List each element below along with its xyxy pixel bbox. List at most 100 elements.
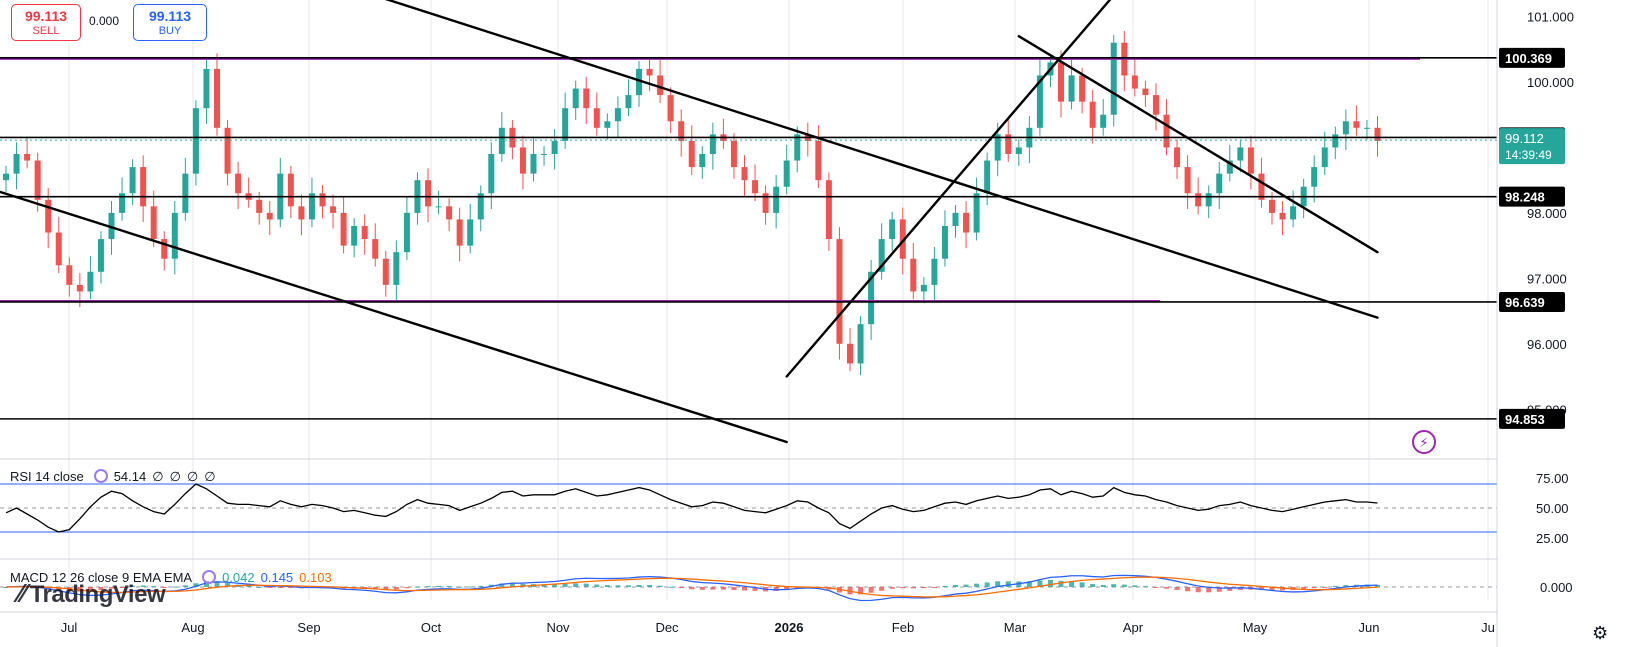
- macd-histogram-bar: [784, 587, 790, 590]
- candle-body: [583, 88, 590, 109]
- candle-body: [13, 153, 20, 174]
- candle-body: [214, 68, 220, 128]
- macd-tick-label: 0.000: [1540, 580, 1573, 595]
- candle-body: [1290, 206, 1297, 220]
- macd-histogram-bar: [752, 587, 758, 591]
- macd-title: MACD 12 26 close 9 EMA EMA: [10, 570, 193, 585]
- candle-body: [678, 121, 685, 141]
- macd-histogram-bar: [1037, 580, 1043, 587]
- candle-body: [1205, 193, 1212, 207]
- candle-body: [1269, 199, 1275, 213]
- candle-body: [614, 108, 621, 122]
- macd-histogram-bar: [1069, 581, 1075, 587]
- candle-body: [562, 108, 569, 141]
- candle-body: [1363, 127, 1370, 129]
- candle-body: [3, 173, 9, 181]
- macd-histogram-bar: [731, 587, 737, 591]
- macd-histogram-bar: [246, 585, 252, 587]
- macd-histogram-bar: [1026, 581, 1032, 587]
- candle-body: [657, 75, 664, 96]
- macd-histogram-bar: [1322, 587, 1328, 588]
- rsi-value: 54.14: [113, 469, 147, 484]
- macd-histogram-bar: [984, 582, 990, 587]
- level-price-tag: [1499, 47, 1565, 68]
- macd-histogram-bar: [1079, 582, 1085, 587]
- candle-body: [847, 343, 853, 364]
- macd-histogram-bar: [794, 587, 800, 589]
- level-price-tag: [1499, 408, 1565, 429]
- candle-body: [119, 193, 126, 213]
- rsi-title: RSI 14 close: [10, 469, 84, 484]
- trendline: [785, 0, 1112, 378]
- x-tick-label: Apr: [1123, 620, 1144, 635]
- macd-settings-icon[interactable]: [202, 570, 217, 584]
- macd-histogram-bar: [625, 585, 631, 587]
- macd-histogram-bar: [98, 587, 104, 591]
- candle-body: [330, 206, 337, 213]
- candle-body: [66, 265, 73, 285]
- candle-body: [171, 212, 178, 259]
- macd-histogram-bar: [879, 587, 885, 591]
- gear-icon[interactable]: ⚙: [1592, 623, 1609, 643]
- candle-body: [688, 140, 695, 168]
- candle-body: [161, 239, 168, 259]
- candle-body: [24, 153, 31, 161]
- macd-histogram-bar: [383, 587, 389, 590]
- candle-body: [931, 258, 938, 285]
- signal-line: [5, 576, 1378, 598]
- macd-histogram-bar: [372, 587, 378, 590]
- rsi-extra: ∅: [169, 469, 181, 484]
- candle-body: [108, 212, 115, 240]
- rsi-extra: ∅: [204, 469, 216, 484]
- macd-histogram-bar: [995, 581, 1001, 587]
- candle-body: [34, 160, 41, 200]
- x-tick-label: May: [1243, 620, 1268, 635]
- candle-body: [266, 212, 273, 220]
- candle-body: [857, 324, 864, 364]
- rsi-tick-label: 25.00: [1536, 531, 1569, 546]
- candle-body: [1216, 173, 1223, 194]
- rsi-legend[interactable]: RSI 14 close 54.14 ∅ ∅ ∅ ∅: [10, 469, 222, 485]
- buy-button[interactable]: 99.113 BUY: [133, 4, 207, 41]
- candle-body: [1247, 147, 1254, 174]
- buy-price: 99.113: [148, 8, 192, 24]
- macd-histogram-bar: [699, 587, 705, 590]
- candle-body: [372, 239, 379, 259]
- candle-body: [182, 173, 189, 213]
- x-tick-label: Nov: [546, 620, 570, 635]
- candle-body: [1015, 147, 1022, 154]
- candle-body: [1332, 134, 1339, 148]
- trendline: [1017, 34, 1379, 254]
- macd-histogram-bar: [214, 581, 220, 587]
- x-tick-label: Feb: [892, 620, 914, 635]
- sell-button[interactable]: 99.113 SELL: [11, 4, 81, 41]
- candle-body: [1374, 127, 1381, 141]
- trendline: [384, 0, 1379, 319]
- candle-body: [1258, 173, 1265, 200]
- macd-histogram-bar: [573, 583, 579, 587]
- macd-histogram-bar: [1216, 587, 1222, 592]
- macd-histogram-bar: [921, 587, 927, 589]
- candle-body: [456, 219, 463, 246]
- macd-legend[interactable]: MACD 12 26 close 9 EMA EMA 0.042 0.145 0.10…: [10, 570, 338, 585]
- macd-histogram-bar: [1269, 587, 1275, 591]
- candle-body: [1036, 75, 1043, 128]
- macd-hist-value: 0.042: [222, 570, 255, 585]
- macd-histogram-bar: [109, 587, 114, 589]
- x-tick-label: Jun: [1359, 620, 1380, 635]
- macd-histogram-bar: [193, 583, 199, 587]
- macd-histogram-bar: [858, 587, 864, 595]
- candle-body: [1184, 167, 1191, 194]
- candle-body: [593, 108, 600, 128]
- candle-body: [730, 140, 737, 168]
- rsi-settings-icon[interactable]: [93, 469, 108, 483]
- candle-body: [393, 252, 400, 285]
- candle-body: [519, 147, 526, 174]
- x-tick-label: Oct: [421, 620, 442, 635]
- level-price-label: 98.248: [1505, 190, 1545, 205]
- candle-body: [994, 134, 1001, 161]
- candle-body: [97, 239, 104, 272]
- y-tick-label: 101.000: [1527, 10, 1574, 25]
- macd-histogram-bar: [1301, 587, 1307, 590]
